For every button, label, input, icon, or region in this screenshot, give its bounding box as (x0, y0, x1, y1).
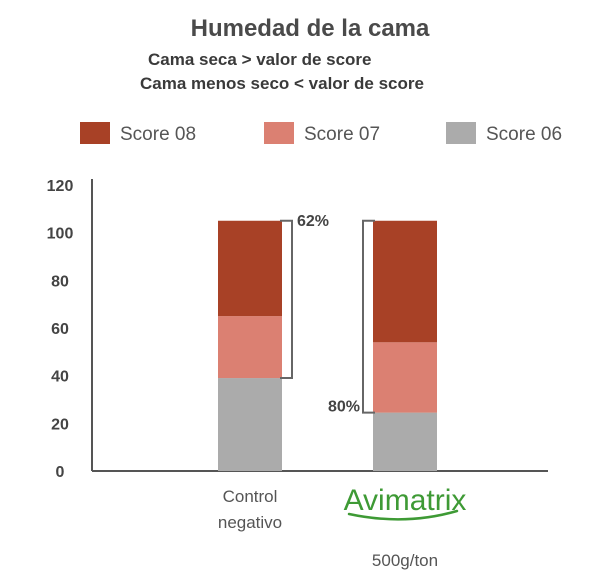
bar-control-negativo-score-07 (218, 316, 282, 379)
y-tick-label-100: 100 (47, 226, 74, 243)
legend-label-score-06: Score 06 (486, 124, 562, 145)
bar-control-negativo-score-06 (218, 378, 282, 471)
chart-subtitle-line-2: Cama menos seco < valor de score (140, 74, 424, 93)
y-tick-label-0: 0 (56, 464, 65, 481)
bar-avimatrix-score-06 (373, 412, 437, 471)
legend-swatch-score-08 (80, 122, 110, 144)
bracket-avimatrix (362, 219, 375, 414)
chart-subtitle-line-1: Cama seca > valor de score (148, 50, 372, 69)
legend: Score 08 Score 07 Score 06 (80, 122, 562, 145)
legend-label-score-08: Score 08 (120, 124, 196, 145)
avimatrix-logo: Avimatrix (344, 484, 467, 521)
y-tick-label-120: 120 (47, 178, 74, 195)
bar-avimatrix-score-07 (373, 342, 437, 413)
y-axis: 0 20 40 60 80 100 120 (47, 178, 548, 481)
category-label-avimatrix: Avimatrix (344, 484, 467, 517)
legend-label-score-07: Score 07 (304, 124, 380, 145)
y-tick-label-40: 40 (51, 369, 69, 386)
bar-avimatrix-score-08 (373, 220, 437, 343)
annotations: 62% 80% (280, 213, 375, 416)
y-tick-label-60: 60 (51, 321, 69, 338)
legend-swatch-score-07 (264, 122, 294, 144)
chart-title: Humedad de la cama (191, 15, 430, 42)
annotation-label-avimatrix: 80% (328, 399, 360, 416)
category-label-control-negativo-line-2: negativo (218, 513, 282, 532)
dose-label: 500g/ton (372, 551, 438, 570)
logo-swoosh (347, 509, 459, 521)
bracket-control-negativo (280, 219, 293, 380)
bar-control-negativo-score-08 (218, 220, 282, 317)
y-tick-label-80: 80 (51, 273, 69, 290)
annotation-label-control-negativo: 62% (297, 213, 329, 230)
bars (218, 220, 437, 471)
y-tick-label-20: 20 (51, 416, 69, 433)
x-axis-labels: Control negativo Avimatrix (218, 484, 467, 532)
category-label-control-negativo-line-1: Control (223, 487, 278, 506)
legend-swatch-score-06 (446, 122, 476, 144)
